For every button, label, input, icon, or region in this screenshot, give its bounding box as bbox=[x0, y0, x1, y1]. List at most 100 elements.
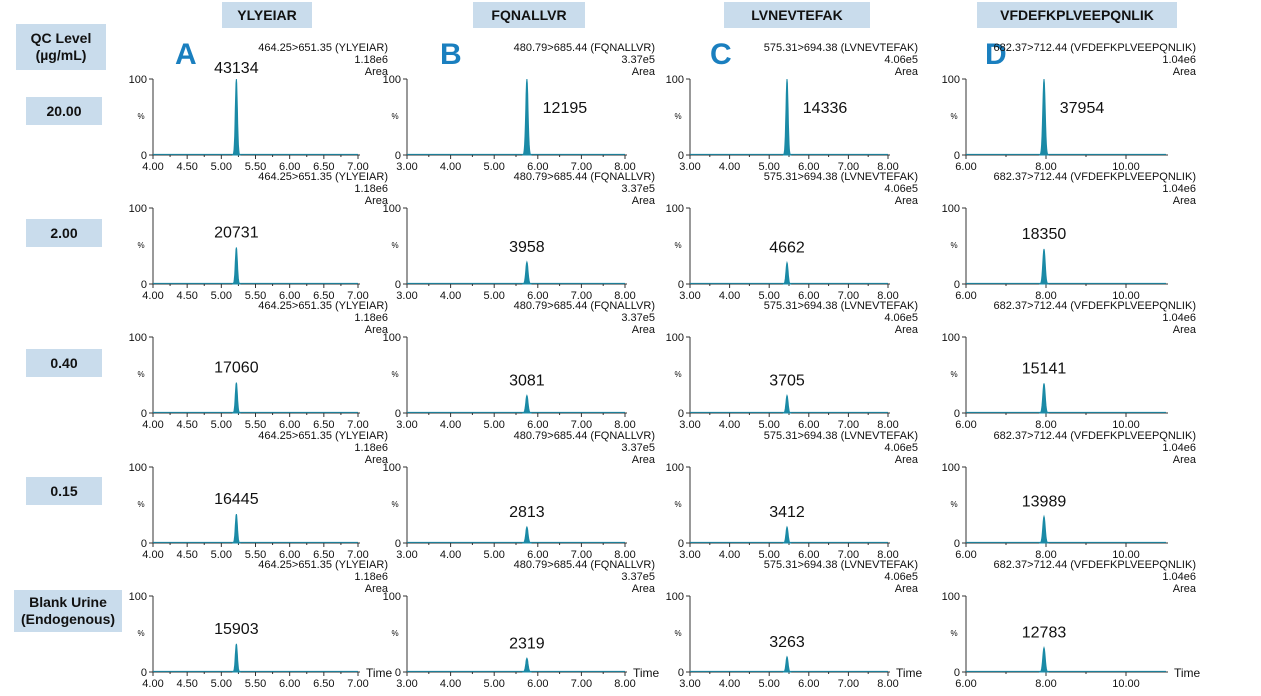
transition-label: 464.25>651.35 (YLYEIAR) bbox=[258, 430, 388, 442]
chromatogram-panel: 100 0% 3.00 4.00 5.00 6.00 7.00 8.00 575.31>694.… bbox=[666, 42, 919, 173]
transition-label: 575.31>694.38 (LVNEVTEFAK) bbox=[764, 430, 918, 442]
x-tick-label: 6.00 bbox=[527, 161, 548, 173]
x-tick-label: 8.00 bbox=[614, 419, 635, 431]
x-tick-label: 6.00 bbox=[279, 549, 300, 561]
x-tick-label: 4.00 bbox=[440, 161, 461, 173]
mode-label: Area bbox=[365, 66, 389, 78]
y-axis-label: % bbox=[950, 370, 957, 379]
peak-area-label: 2813 bbox=[509, 504, 545, 521]
x-tick-label: 4.50 bbox=[176, 419, 197, 431]
chromatogram-panel: 100 0% 6.00 8.00 10.00 682.37>712.44 (VFDEFKP… bbox=[942, 42, 1197, 173]
x-tick-label: 7.00 bbox=[571, 419, 592, 431]
scale-label: 1.04e6 bbox=[1162, 442, 1196, 454]
chromatogram-peak bbox=[522, 525, 532, 544]
y-tick-label: 0 bbox=[954, 150, 960, 162]
y-axis-label: % bbox=[391, 112, 398, 121]
y-axis-label: % bbox=[137, 112, 144, 121]
y-tick-label: 100 bbox=[666, 332, 684, 344]
x-tick-label: 5.00 bbox=[211, 290, 232, 302]
scale-label: 3.37e5 bbox=[621, 183, 655, 195]
y-axis-label: % bbox=[391, 241, 398, 250]
y-axis-label: % bbox=[137, 241, 144, 250]
mode-label: Area bbox=[1173, 324, 1197, 336]
peak-area-label: 20731 bbox=[214, 225, 259, 242]
scale-label: 4.06e5 bbox=[884, 54, 918, 66]
x-tick-label: 7.00 bbox=[838, 161, 859, 173]
peak-area-label: 2319 bbox=[509, 635, 545, 652]
mode-label: Area bbox=[1173, 583, 1197, 595]
x-tick-label: 4.00 bbox=[719, 549, 740, 561]
row-label-text: 0.40 bbox=[50, 354, 78, 371]
x-tick-label: 7.00 bbox=[347, 161, 368, 173]
x-tick-label: 7.00 bbox=[838, 549, 859, 561]
mode-label: Area bbox=[895, 583, 919, 595]
x-tick-label: 3.00 bbox=[396, 419, 417, 431]
scale-label: 1.04e6 bbox=[1162, 183, 1196, 195]
row-label-qc-2: 2.00 bbox=[26, 219, 102, 247]
column-header-fqnallvr: FQNALLVR bbox=[473, 2, 585, 28]
x-tick-label: 5.00 bbox=[483, 290, 504, 302]
transition-label: 480.79>685.44 (FQNALLVR) bbox=[514, 559, 655, 571]
transition-label: 480.79>685.44 (FQNALLVR) bbox=[514, 171, 655, 183]
y-axis-label: % bbox=[137, 370, 144, 379]
x-tick-label: 6.00 bbox=[279, 290, 300, 302]
x-tick-label: 5.50 bbox=[245, 419, 266, 431]
x-tick-label: 6.00 bbox=[955, 290, 976, 302]
x-tick-label: 8.00 bbox=[614, 290, 635, 302]
qc-level-title: QC Level bbox=[30, 30, 92, 46]
x-tick-label: 4.00 bbox=[142, 419, 163, 431]
transition-label: 575.31>694.38 (LVNEVTEFAK) bbox=[764, 171, 918, 183]
x-tick-label: 5.00 bbox=[483, 419, 504, 431]
y-tick-label: 100 bbox=[383, 462, 401, 474]
chromatogram-peak bbox=[232, 382, 241, 414]
y-tick-label: 100 bbox=[383, 74, 401, 86]
scale-label: 3.37e5 bbox=[621, 442, 655, 454]
transition-label: 575.31>694.38 (LVNEVTEFAK) bbox=[764, 559, 918, 571]
x-tick-label: 6.00 bbox=[527, 419, 548, 431]
y-tick-label: 100 bbox=[666, 74, 684, 86]
x-tick-label: 3.00 bbox=[679, 678, 700, 690]
x-tick-label: 3.00 bbox=[679, 161, 700, 173]
x-tick-label: 8.00 bbox=[877, 549, 898, 561]
y-axis-label: % bbox=[950, 112, 957, 121]
mode-label: Area bbox=[632, 454, 656, 466]
chromatogram-peak bbox=[1039, 383, 1049, 414]
chromatogram-panel: 100 0% 6.00 8.00 10.00 682.37>712.44 (VFDEFKP… bbox=[942, 430, 1197, 561]
y-tick-label: 100 bbox=[129, 332, 147, 344]
x-tick-label: 5.00 bbox=[483, 678, 504, 690]
chromatogram-peak bbox=[232, 78, 241, 156]
x-tick-label: 4.00 bbox=[142, 549, 163, 561]
x-tick-label: 6.50 bbox=[313, 290, 334, 302]
x-tick-label: 5.50 bbox=[245, 290, 266, 302]
x-tick-label: 4.00 bbox=[719, 419, 740, 431]
mode-label: Area bbox=[632, 324, 656, 336]
peak-area-label: 18350 bbox=[1022, 226, 1067, 243]
chromatogram-panel: 100 0% 3.00 4.00 5.00 6.00 7.00 8.00 575.31>694.… bbox=[666, 559, 923, 690]
x-tick-label: 7.00 bbox=[571, 678, 592, 690]
panel-letter-c: C bbox=[710, 38, 732, 71]
x-tick-label: 10.00 bbox=[1112, 290, 1140, 302]
chromatogram-peak bbox=[232, 643, 241, 673]
x-tick-label: 4.00 bbox=[440, 549, 461, 561]
x-tick-label: 5.00 bbox=[758, 549, 779, 561]
scale-label: 1.18e6 bbox=[354, 183, 388, 195]
x-tick-label: 6.00 bbox=[955, 678, 976, 690]
chromatogram-panel: 100 0% 3.00 4.00 5.00 6.00 7.00 8.00 480.79>685.… bbox=[383, 300, 656, 431]
transition-label: 464.25>651.35 (YLYEIAR) bbox=[258, 42, 388, 54]
x-axis-title: Time bbox=[633, 666, 660, 680]
x-tick-label: 6.00 bbox=[798, 419, 819, 431]
x-tick-label: 6.00 bbox=[279, 161, 300, 173]
x-tick-label: 6.00 bbox=[527, 290, 548, 302]
x-tick-label: 3.00 bbox=[679, 549, 700, 561]
mode-label: Area bbox=[895, 454, 919, 466]
x-tick-label: 6.00 bbox=[279, 678, 300, 690]
chromatogram-panel: 100 0% 3.00 4.00 5.00 6.00 7.00 8.00 480.79>685.… bbox=[383, 430, 656, 561]
x-tick-label: 5.00 bbox=[211, 678, 232, 690]
peak-area-label: 15903 bbox=[214, 621, 259, 638]
y-axis-label: % bbox=[674, 629, 681, 638]
scale-label: 3.37e5 bbox=[621, 312, 655, 324]
chromatogram-panel: 100 0% 6.00 8.00 10.00 682.37>712.44 (VFDEFKP… bbox=[942, 171, 1197, 302]
row-label-qc-20: 20.00 bbox=[26, 97, 102, 125]
y-tick-label: 0 bbox=[954, 408, 960, 420]
